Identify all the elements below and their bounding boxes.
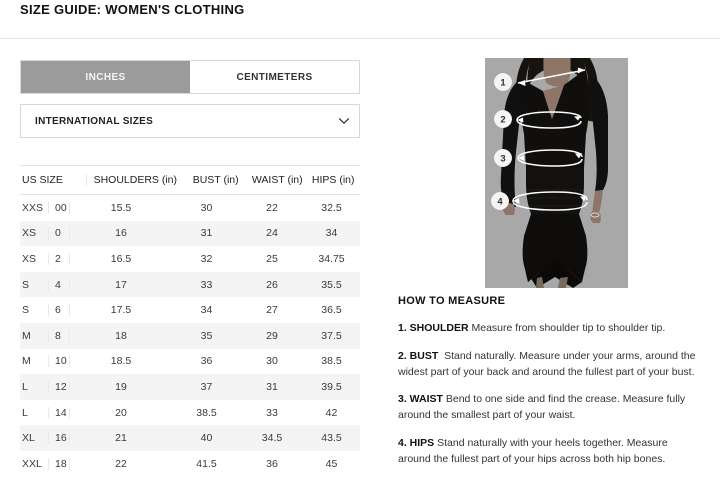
svg-text:4: 4 [497,197,503,208]
svg-text:3: 3 [500,154,505,165]
svg-text:2: 2 [500,115,505,126]
svg-text:1: 1 [500,78,506,89]
